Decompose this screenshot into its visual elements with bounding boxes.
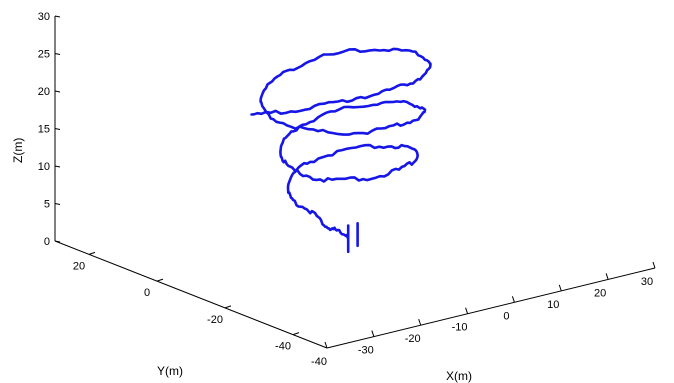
x-tick-mark bbox=[465, 307, 469, 314]
y-tick-label: -40 bbox=[275, 341, 291, 353]
y-tick-mark bbox=[224, 305, 232, 309]
z-tick-mark bbox=[54, 90, 61, 93]
trajectory-series bbox=[250, 47, 432, 239]
x-tick-mark bbox=[605, 273, 609, 280]
x-tick-mark bbox=[652, 261, 656, 269]
y-tick-label: 0 bbox=[144, 287, 150, 299]
z-tick-label: 0 bbox=[44, 236, 50, 248]
z-tick-label: 30 bbox=[38, 11, 50, 23]
x-axis-line bbox=[326, 267, 656, 349]
x-tick-label: 0 bbox=[503, 310, 509, 322]
x-tick-mark bbox=[371, 330, 375, 337]
z-tick-label: 5 bbox=[44, 199, 50, 211]
y-tick-mark bbox=[88, 251, 96, 255]
y-tick-label: 20 bbox=[73, 260, 85, 272]
z-tick-label: 10 bbox=[38, 161, 50, 173]
x-tick-mark bbox=[418, 318, 422, 326]
x-tick-label: 30 bbox=[641, 276, 653, 288]
x-tick-mark bbox=[324, 341, 328, 349]
x-tick-mark bbox=[511, 296, 515, 303]
y-axis-line bbox=[54, 240, 328, 349]
z-tick-label: 20 bbox=[38, 86, 50, 98]
y-tick-mark bbox=[292, 332, 300, 336]
z-tick-mark bbox=[54, 15, 61, 18]
x-tick-label: 10 bbox=[547, 299, 559, 311]
z-axis-label: Z(m) bbox=[11, 138, 25, 163]
x-tick-label: -20 bbox=[405, 333, 421, 345]
axes bbox=[54, 15, 656, 349]
z-tick-label: 25 bbox=[38, 49, 50, 61]
trajectory bbox=[250, 47, 432, 254]
z-tick-mark bbox=[54, 240, 61, 243]
y-tick-label: -20 bbox=[207, 314, 223, 326]
x-axis-label: X(m) bbox=[446, 369, 472, 383]
z-tick-mark bbox=[54, 165, 61, 168]
z-tick-mark bbox=[54, 203, 61, 205]
tick-labels: -40 -30 -20 -10 0 10 20 30 20 0 -20 -40 0 5 10 15 20 25 30 bbox=[38, 11, 653, 368]
x-tick-label: -30 bbox=[358, 345, 374, 357]
y-tick-mark bbox=[156, 278, 164, 282]
z-tick-mark bbox=[54, 53, 61, 55]
x-tick-label: -10 bbox=[452, 322, 468, 334]
y-axis-label: Y(m) bbox=[157, 364, 183, 378]
x-tick-label: -40 bbox=[311, 356, 327, 368]
x-tick-mark bbox=[558, 284, 562, 292]
z-tick-label: 15 bbox=[38, 124, 50, 136]
z-tick-mark bbox=[54, 128, 61, 130]
x-tick-label: 20 bbox=[594, 287, 606, 299]
